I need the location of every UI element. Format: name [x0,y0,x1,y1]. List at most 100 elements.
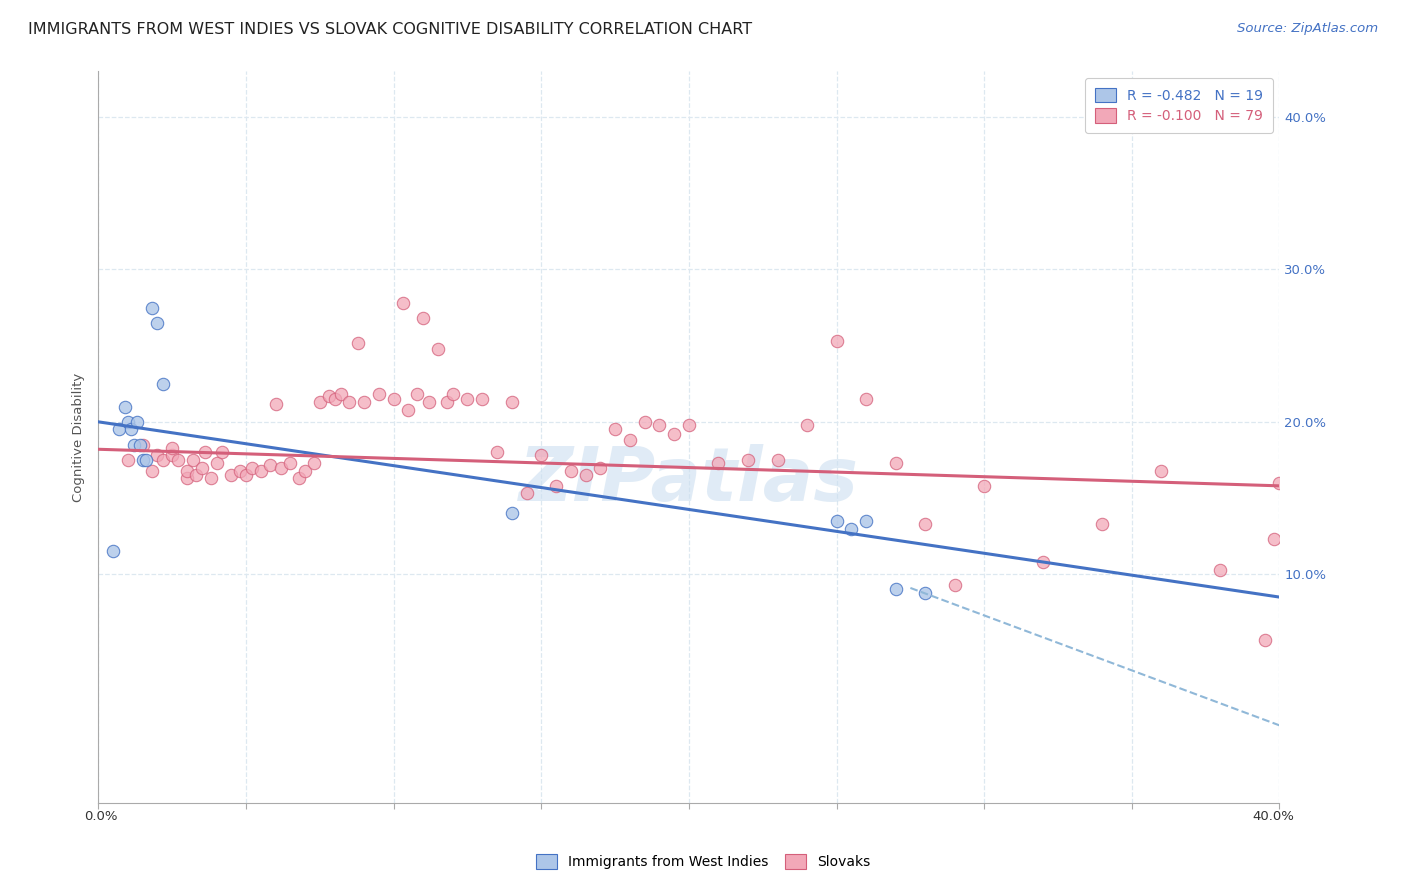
Point [135,453,157,467]
Point [128,438,150,452]
Point [117,453,139,467]
Point [250,464,273,478]
Legend: R = -0.482   N = 19, R = -0.100   N = 79: R = -0.482 N = 19, R = -0.100 N = 79 [1085,78,1272,133]
Point [737,453,759,467]
Point [103,544,125,558]
Point [194,445,217,459]
Point [406,387,429,401]
Point [329,387,352,401]
Point [108,422,131,436]
Point [146,316,169,330]
Point [825,514,848,528]
Text: Source: ZipAtlas.com: Source: ZipAtlas.com [1237,22,1378,36]
Point [515,486,537,500]
Point [339,395,360,409]
Point [353,395,375,409]
Point [270,460,292,475]
Point [200,471,222,485]
Point [943,578,966,592]
Point [141,301,163,315]
Text: ZIPatlas: ZIPatlas [519,444,859,517]
Point [1091,516,1114,531]
Point [152,376,174,391]
Point [884,582,907,597]
Point [264,396,287,410]
Point [152,453,174,467]
Point [125,415,148,429]
Point [391,296,413,310]
Text: 0.0%: 0.0% [84,811,117,823]
Point [456,392,478,406]
Point [855,392,877,406]
Y-axis label: Cognitive Disability: Cognitive Disability [72,373,86,501]
Point [841,521,863,535]
Point [229,464,252,478]
Point [973,479,995,493]
Legend: Immigrants from West Indies, Slovaks: Immigrants from West Indies, Slovaks [529,847,877,876]
Point [309,395,332,409]
Point [120,422,142,436]
Point [574,468,596,483]
Point [162,441,183,455]
Point [288,471,311,485]
Point [368,387,391,401]
Point [318,389,340,403]
Point [1209,563,1232,577]
Point [382,392,405,406]
Point [796,417,818,432]
Point [162,448,183,462]
Point [436,395,458,409]
Point [323,392,346,406]
Point [259,458,281,472]
Point [605,422,627,436]
Point [122,438,145,452]
Point [167,453,190,467]
Point [176,464,198,478]
Point [114,400,136,414]
Point [914,585,936,599]
Point [678,417,700,432]
Point [825,334,848,348]
Point [219,468,242,483]
Point [1263,532,1285,546]
Point [766,453,789,467]
Point [396,402,419,417]
Point [146,448,169,462]
Point [412,311,434,326]
Point [205,456,228,470]
Point [1150,464,1173,478]
Point [240,460,263,475]
Point [235,468,257,483]
Point [176,471,198,485]
Point [855,514,877,528]
Point [141,464,163,478]
Point [707,456,730,470]
Point [664,427,686,442]
Point [501,506,523,520]
Point [884,456,907,470]
Point [191,460,214,475]
Point [633,415,655,429]
Point [560,464,582,478]
Text: IMMIGRANTS FROM WEST INDIES VS SLOVAK COGNITIVE DISABILITY CORRELATION CHART: IMMIGRANTS FROM WEST INDIES VS SLOVAK CO… [28,22,752,37]
Point [914,516,936,531]
Point [302,456,325,470]
Point [530,448,553,462]
Point [181,453,204,467]
Point [546,479,568,493]
Point [294,464,316,478]
Text: 40.0%: 40.0% [1253,811,1294,823]
Point [619,433,641,447]
Point [1032,555,1054,569]
Point [501,395,523,409]
Point [471,392,494,406]
Point [211,445,233,459]
Point [347,335,370,350]
Point [418,395,440,409]
Point [427,342,450,356]
Point [486,445,509,459]
Point [278,456,302,470]
Point [132,453,155,467]
Point [1268,475,1291,490]
Point [441,387,464,401]
